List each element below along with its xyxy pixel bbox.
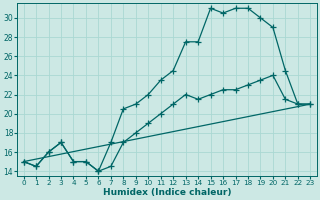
X-axis label: Humidex (Indice chaleur): Humidex (Indice chaleur) — [103, 188, 231, 197]
